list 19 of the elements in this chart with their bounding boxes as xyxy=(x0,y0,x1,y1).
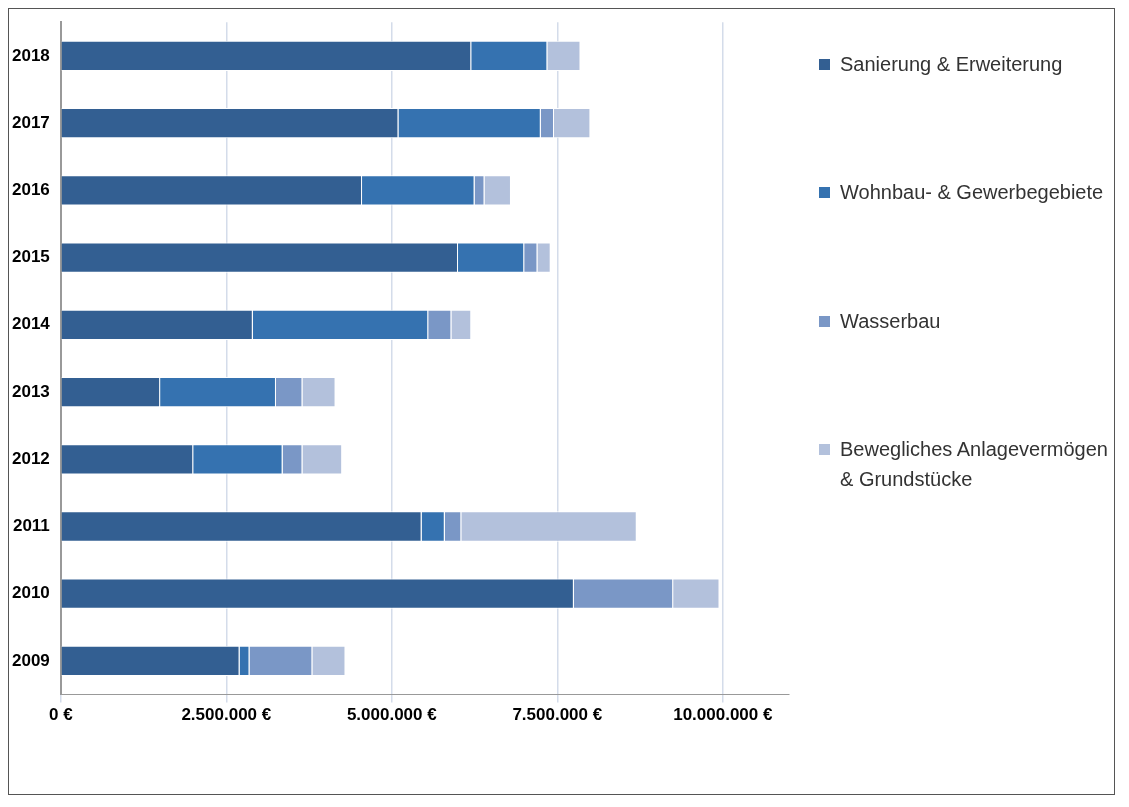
legend-label: Bewegliches Anlagevermögen & Grundstücke xyxy=(840,437,1109,492)
y-tick-label: 2011 xyxy=(12,516,50,536)
y-tick-label: 2016 xyxy=(11,179,50,199)
legend-label: Wasserbau xyxy=(840,308,941,334)
x-tick-label: 5.000.000 € xyxy=(346,705,438,725)
legend-label: Wohnbau- & Gewerbegebiete xyxy=(840,180,1104,206)
x-tick-label: 10.000.000 € xyxy=(673,705,773,725)
y-tick-label: 2009 xyxy=(11,650,50,670)
y-tick-label: 2018 xyxy=(11,45,50,65)
y-tick-label: 2010 xyxy=(11,583,50,603)
legend-label: Sanierung & Erweiterung xyxy=(840,52,1063,77)
x-tick-label: 2.500.000 € xyxy=(181,705,272,725)
y-tick-label: 2014 xyxy=(11,314,51,334)
x-tick-label: 7.500.000 € xyxy=(512,705,603,725)
y-tick-label: 2015 xyxy=(11,247,50,267)
y-tick-label: 2017 xyxy=(11,112,50,132)
y-tick-label: 2012 xyxy=(11,448,50,468)
x-tick-label: 0 € xyxy=(49,705,74,725)
y-tick-label: 2013 xyxy=(11,381,50,401)
